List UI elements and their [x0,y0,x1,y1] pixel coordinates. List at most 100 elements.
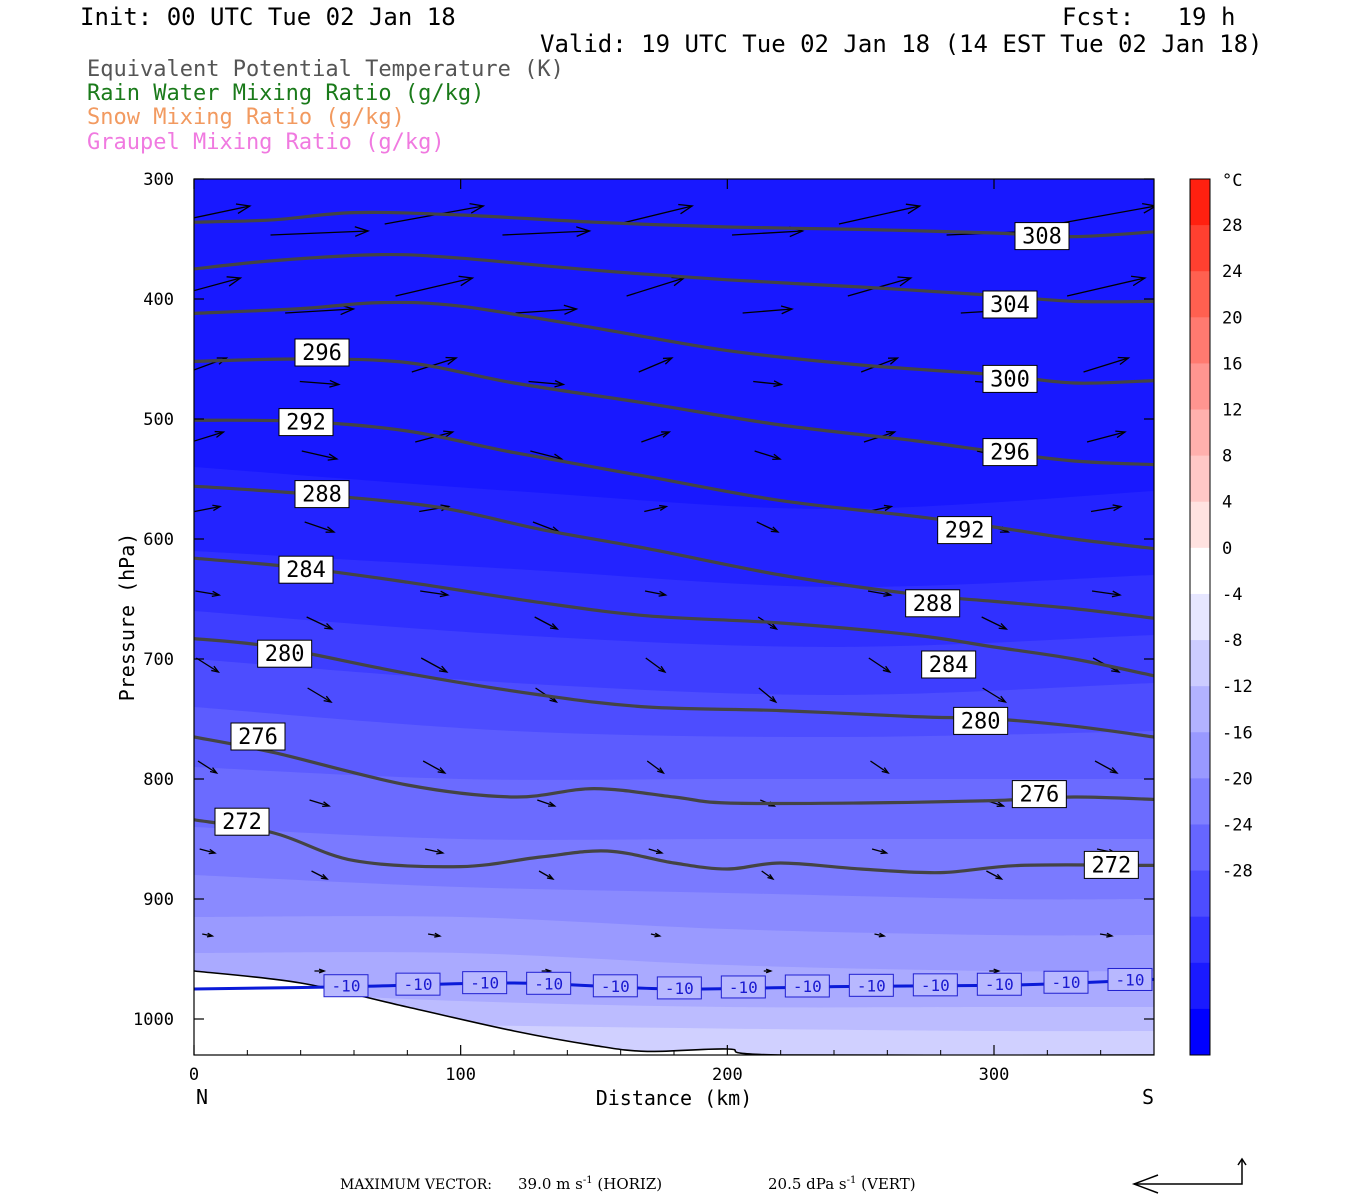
y-tick-label: 600 [143,530,174,550]
isotherm-label: -10 [1043,970,1089,994]
svg-text:280: 280 [961,709,1001,734]
colorbar-label: -20 [1222,769,1253,789]
wind-vector [1083,356,1131,373]
svg-text:280: 280 [265,642,305,667]
wind-vector [638,357,674,373]
colorbar-label: 0 [1222,539,1232,559]
max-horiz-value: 39.0 m s [518,1175,583,1193]
colorbar-label: 8 [1222,447,1232,467]
svg-text:-10: -10 [332,977,361,996]
wind-vector [395,275,475,297]
contour-label: 288 [294,480,350,509]
wind-vector [763,968,773,974]
svg-text:292: 292 [945,519,985,544]
svg-text:272: 272 [1091,853,1131,878]
svg-text:-10: -10 [793,977,822,996]
contour-label: 296 [982,438,1038,467]
x-end-label-left: N [196,1085,208,1109]
svg-text:284: 284 [929,653,969,678]
wind-vector [870,760,890,775]
wind-vector [538,870,555,880]
contour-label: 284 [921,650,977,679]
vert-exponent: -1 [846,1175,857,1186]
y-tick-label: 700 [143,650,174,670]
x-tick-label: 0 [189,1065,199,1085]
wind-vector [194,203,252,219]
max-vert-vector: 20.5 dPa s-1 (VERT) [768,1175,916,1193]
wind-vector [645,657,667,674]
wind-vector [756,521,780,533]
isotherm-labels: -10 -10 -10 -10 -10 -10 -10 -10 -10 -10 -10 -10 -10 [323,967,1153,1000]
horiz-exponent: -1 [582,1175,593,1186]
x-axis-label: Distance (km) [596,1086,753,1110]
colorbar-swatch [1190,824,1210,872]
isotherm-label: -10 [656,976,702,1000]
svg-text:276: 276 [1019,783,1059,808]
colorbar-label: 12 [1222,401,1242,421]
colorbar-swatch [1190,271,1210,318]
wind-vector [644,590,668,597]
colorbar-label: -24 [1222,815,1253,835]
wind-vector [301,450,339,461]
colorbar-swatch [1190,916,1210,964]
wind-vector [195,590,222,598]
svg-text:276: 276 [238,725,278,750]
isotherm-label: -10 [462,971,508,995]
legend-rain-water: Rain Water Mixing Ratio (g/kg) [87,81,485,106]
wind-vector [871,848,889,855]
svg-text:284: 284 [286,558,326,583]
isotherm-label: -10 [848,973,894,997]
y-tick-label: 300 [143,170,174,190]
colorbar-swatch [1190,225,1210,272]
x-axis: 0 100 200 300 [189,179,1102,1085]
contour-label: 284 [278,555,334,584]
svg-text:288: 288 [302,483,342,508]
wind-vector [537,799,557,807]
wind-vectors [194,202,1154,974]
y-axis: 300 400 500 600 700 800 900 1000 [133,170,1154,1030]
wind-vector [761,870,775,881]
wind-vector [754,450,782,461]
wind-vector [1091,590,1122,598]
wind-vector [1055,202,1154,225]
isotherm-label: -10 [976,972,1022,996]
isotherm-label: -10 [395,972,441,996]
svg-text:-10: -10 [857,976,886,995]
wind-vector [427,932,442,938]
wind-vector [314,968,327,974]
wind-vector [838,203,922,225]
isotherm-label: -10 [526,971,572,995]
svg-text:-10: -10 [470,974,499,993]
wind-vector [528,380,566,388]
theta-e-contour-280 [194,637,1154,739]
wind-vector [1099,932,1114,938]
colorbar-swatch [1190,732,1210,779]
theta-e-contour-272 [194,818,1154,875]
wind-vector [641,431,672,443]
wind-vector [753,380,784,388]
wind-vector [197,760,219,775]
contour-label: 280 [953,706,1009,735]
y-tick-label: 900 [143,890,174,910]
svg-text:300: 300 [990,367,1030,392]
colorbar-label: 24 [1222,262,1242,282]
colorbar-swatch [1190,547,1210,595]
colorbar-swatch [1190,409,1210,457]
vert-unit: (VERT) [861,1175,916,1193]
wind-vector [270,226,371,237]
wind-vector [1094,760,1119,774]
svg-text:296: 296 [302,341,342,366]
svg-text:288: 288 [913,592,953,617]
wind-vector [1090,504,1123,513]
contour-label: 272 [1083,850,1139,879]
contour-label: 308 [1014,222,1070,251]
wind-vector [515,304,579,315]
wind-vector [867,590,893,597]
y-tick-label: 500 [143,410,174,430]
wind-vector [646,760,665,775]
isotherm-label: -10 [1107,967,1153,991]
wind-vector [981,616,1009,630]
colorbar-label: 20 [1222,308,1242,328]
colorbar-label: -16 [1222,723,1253,743]
